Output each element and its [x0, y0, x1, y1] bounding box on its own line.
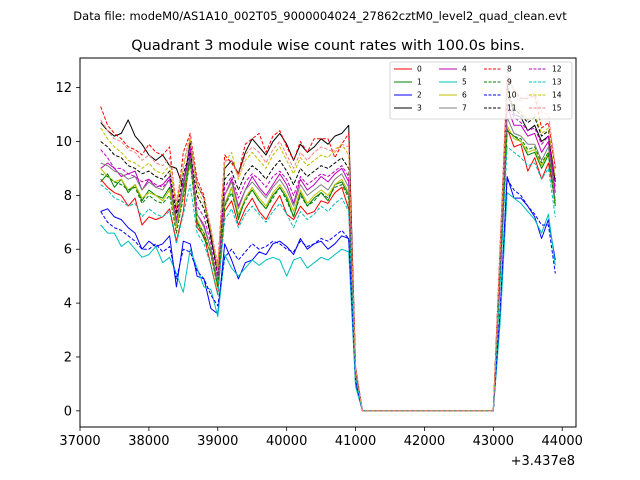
y-axis: 0 2 4 6 8 10 12 [55, 81, 80, 419]
legend-label-12: 12 [552, 65, 562, 74]
y-tick-label: 0 [64, 404, 72, 419]
plot-lines [100, 71, 556, 412]
plot-frame [79, 57, 577, 428]
x-tick-label: 38000 [128, 434, 169, 449]
x-tick-label: 43000 [473, 434, 514, 449]
y-tick-label: 2 [64, 350, 72, 365]
legend-label-10: 10 [507, 91, 517, 100]
legend-label-5: 5 [462, 78, 467, 87]
x-tick-label: 41000 [335, 434, 376, 449]
x-tick-label: 40000 [266, 434, 307, 449]
x-tick-label: 42000 [404, 434, 445, 449]
chart-title: Quadrant 3 module wise count rates with … [131, 38, 525, 54]
y-tick-label: 12 [55, 81, 72, 96]
legend-label-4: 4 [462, 65, 467, 74]
figure-suptitle: Data file: modeM0/AS1A10_002T05_90000040… [73, 9, 567, 23]
series-line-9 [100, 130, 556, 412]
series-line-15 [100, 71, 556, 412]
y-tick-label: 6 [64, 243, 72, 258]
legend-label-8: 8 [507, 65, 512, 74]
legend-label-7: 7 [462, 104, 467, 113]
x-tick-label: 44000 [542, 434, 583, 449]
x-offset-label: +3.437e8 [511, 454, 575, 469]
legend-label-3: 3 [417, 104, 422, 113]
legend-label-0: 0 [417, 65, 422, 74]
legend-label-9: 9 [507, 78, 512, 87]
legend-label-13: 13 [552, 78, 562, 87]
x-tick-label: 37000 [59, 434, 100, 449]
x-tick-label: 39000 [197, 434, 238, 449]
legend-label-6: 6 [462, 91, 467, 100]
legend-label-15: 15 [552, 104, 562, 113]
legend-label-11: 11 [507, 104, 517, 113]
legend-label-2: 2 [417, 91, 422, 100]
legend-label-14: 14 [552, 91, 562, 100]
legend-label-1: 1 [417, 78, 422, 87]
y-tick-label: 4 [64, 297, 72, 312]
y-tick-label: 8 [64, 189, 72, 204]
series-line-10 [100, 178, 556, 412]
x-axis: 37000 38000 39000 40000 41000 42000 43000 44000 [59, 427, 583, 449]
y-tick-label: 10 [55, 135, 72, 150]
legend-frame [389, 61, 573, 120]
